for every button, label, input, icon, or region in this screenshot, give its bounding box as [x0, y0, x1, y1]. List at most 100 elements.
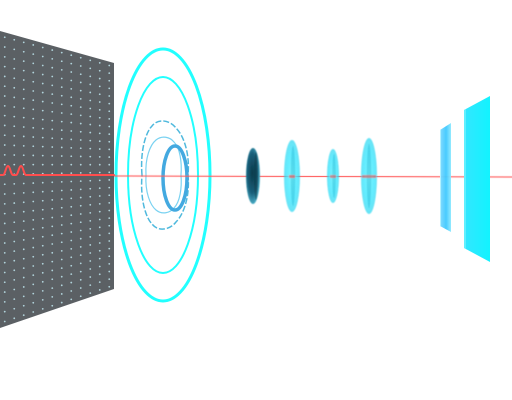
panel-dot — [51, 181, 54, 184]
panel-dot — [32, 145, 35, 148]
panel-dot — [41, 154, 44, 157]
panel-dot — [60, 51, 63, 54]
panel-dot — [70, 138, 73, 141]
panel-dot — [22, 182, 25, 185]
panel-dot — [79, 270, 82, 273]
panel-dot — [89, 59, 92, 62]
panel-dot — [41, 55, 44, 58]
panel-dot — [41, 199, 44, 202]
panel-dot — [32, 191, 35, 194]
panel-dot — [3, 242, 6, 244]
panel-dot — [13, 67, 16, 70]
panel-dot — [32, 228, 35, 231]
panel-dot — [51, 225, 54, 228]
panel-dot — [51, 207, 54, 210]
panel-dot — [22, 41, 25, 44]
panel-dot — [51, 128, 54, 131]
panel-dot — [98, 77, 101, 80]
panel-dot — [22, 276, 25, 279]
panel-dot — [70, 247, 73, 250]
panel-dot — [51, 269, 54, 272]
panel-dot — [89, 107, 92, 110]
panel-dot — [70, 130, 73, 132]
panel-dot — [51, 119, 54, 122]
panel-dot — [60, 112, 63, 114]
panel-dot — [79, 254, 82, 257]
panel-dot — [98, 179, 101, 182]
panel-dot — [13, 182, 16, 185]
panel-dot — [51, 110, 54, 113]
panel-dot — [13, 317, 16, 320]
panel-dot — [13, 192, 16, 195]
panel-dot — [51, 243, 54, 245]
panel-dot — [3, 163, 6, 166]
panel-dot — [3, 104, 6, 107]
panel-dot — [70, 163, 73, 166]
panel-dot — [89, 244, 92, 246]
panel-dot — [79, 172, 82, 174]
panel-dot — [79, 204, 82, 207]
panel-dot — [79, 237, 82, 240]
panel-dot — [108, 224, 111, 227]
panel-dot — [98, 116, 101, 119]
lens-2 — [284, 140, 300, 212]
panel-dot — [98, 148, 101, 150]
end-plate — [464, 96, 490, 262]
panel-dot — [60, 198, 63, 201]
panel-dot — [51, 57, 54, 60]
panel-dot — [32, 255, 35, 258]
panel-dot — [108, 125, 111, 128]
panel-dot — [32, 301, 35, 304]
panel-dot — [13, 230, 16, 233]
panel-dot — [60, 86, 63, 89]
panel-dot — [51, 251, 54, 254]
panel-dot — [79, 188, 82, 191]
panel-dot — [51, 154, 54, 157]
panel-dot — [41, 253, 44, 256]
panel-dot — [32, 80, 35, 83]
panel-dot — [98, 85, 101, 88]
panel-dot — [98, 187, 101, 190]
panel-dot — [41, 136, 44, 139]
panel-dot — [41, 100, 44, 103]
panel-dot — [13, 240, 16, 243]
panel-dot — [70, 231, 73, 233]
panel-dot — [32, 219, 35, 221]
panel-dot — [98, 218, 101, 221]
panel-dot — [70, 197, 73, 200]
panel-dot — [51, 304, 54, 307]
panel-dot — [13, 163, 16, 166]
panel-dot — [79, 106, 82, 109]
panel-dot — [79, 114, 82, 117]
panel-dot — [98, 242, 101, 244]
panel-dot — [98, 62, 101, 64]
panel-dot — [3, 46, 6, 48]
panel-dot — [3, 124, 6, 127]
panel-dot — [70, 205, 73, 208]
panel-dot — [89, 284, 92, 286]
panel-dot — [22, 257, 25, 260]
panel-dot — [70, 121, 73, 124]
panel-dot — [98, 132, 101, 135]
panel-dot — [89, 155, 92, 158]
panel-dot — [22, 239, 25, 241]
panel-dot — [79, 155, 82, 158]
panel-dot — [32, 265, 35, 267]
panel-dot — [32, 62, 35, 65]
panel-dot — [51, 163, 54, 166]
panel-dot — [22, 88, 25, 91]
panel-dot — [79, 147, 82, 150]
panel-dot — [108, 156, 111, 158]
panel-dot — [98, 226, 101, 229]
panel-dot — [32, 117, 35, 120]
panel-dot — [13, 279, 16, 281]
panel-dot — [98, 195, 101, 197]
panel-dot — [32, 53, 35, 56]
panel-dot — [22, 314, 25, 317]
panel-dot — [108, 140, 111, 143]
panel-dot — [79, 180, 82, 183]
panel-dot — [41, 46, 44, 49]
panel-dot — [108, 285, 111, 288]
panel-dot — [51, 216, 54, 219]
panel-dot — [51, 102, 54, 104]
